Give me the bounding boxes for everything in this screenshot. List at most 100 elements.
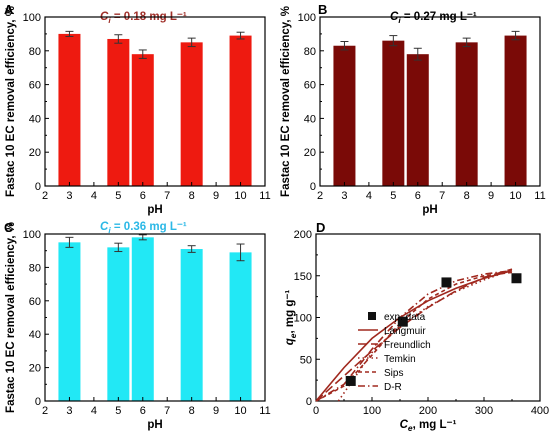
bar (382, 40, 405, 186)
x-tick-label: 10 (234, 190, 246, 202)
x-tick-label: 8 (189, 405, 195, 417)
x-tick-label: 0 (313, 405, 319, 417)
data-point (441, 277, 452, 288)
y-tick-label: 40 (29, 113, 41, 125)
y-tick-label: 80 (29, 46, 41, 58)
bar (229, 252, 252, 401)
x-tick-label: 5 (390, 190, 396, 202)
bar (180, 249, 203, 401)
x-tick-label: 2 (317, 190, 323, 202)
bar (58, 33, 81, 187)
panel-label: B (318, 2, 327, 17)
data-point (345, 375, 356, 386)
panel-c: C Ci = 0.36 mg L⁻¹ 2 3 4 5 6 7 8 9 10 11 0 20 40 60 80 10… (4, 220, 271, 431)
x-tick-label: 11 (259, 190, 270, 202)
x-tick-label: 4 (91, 190, 97, 202)
y-tick-label: 100 (294, 313, 312, 325)
legend-marker (368, 312, 376, 320)
y-tick-label: 50 (300, 354, 312, 366)
x-tick-label: 11 (259, 405, 270, 417)
x-tick-label: 6 (140, 405, 146, 417)
x-tick-label: 9 (488, 190, 494, 202)
fit-line-temkin (337, 269, 513, 402)
fit-line-langmuir (315, 269, 513, 402)
y-axis-label: Fastac 10 EC removal efficiency, % (5, 222, 17, 413)
bar (333, 45, 356, 187)
bar (504, 35, 527, 187)
x-tick-label: 7 (164, 190, 170, 202)
x-tick-label: 5 (115, 190, 121, 202)
data-point (397, 316, 408, 327)
panel-label: A (4, 2, 14, 17)
bar (229, 35, 252, 187)
x-tick-label: 10 (509, 190, 521, 202)
y-tick-label: 200 (294, 229, 312, 241)
y-tick-label: 60 (29, 296, 41, 308)
concentration-label: Ci = 0.27 mg L⁻¹ (390, 11, 477, 25)
x-tick-label: 8 (189, 190, 195, 202)
x-tick-label: 9 (213, 405, 219, 417)
x-tick-label: 7 (164, 405, 170, 417)
x-tick-label: 10 (234, 405, 246, 417)
axes-frame (315, 233, 541, 402)
panel-label: D (316, 220, 325, 235)
y-tick-label: 100 (23, 12, 41, 24)
fit-line-freundlich (315, 268, 513, 402)
y-tick-label: 40 (29, 329, 41, 341)
panel-a: A Ci = 0.18 mg L⁻¹ 2 3 4 5 6 7 8 9 10 11 0 20 40 60 80 10… (4, 2, 271, 216)
y-tick-label: 60 (29, 80, 41, 92)
panel-d: D 0 100 200 300 400 0 50 100 150 200 Ce, mg L⁻¹ qe, … (284, 220, 549, 433)
x-tick-label: 400 (531, 405, 549, 417)
bar (107, 38, 130, 186)
y-tick-label: 0 (35, 181, 41, 193)
y-axis-label: Fastac 10 EC removal efficiency, % (5, 6, 17, 197)
bar (131, 54, 154, 187)
x-tick-label: 11 (534, 190, 545, 202)
y-axis-label: Fastac 10 EC removal efficiency, % (280, 6, 292, 197)
y-tick-label: 20 (29, 147, 41, 159)
y-tick-label: 0 (306, 396, 312, 408)
x-tick-label: 100 (363, 405, 381, 417)
x-tick-label: 5 (115, 405, 121, 417)
x-tick-label: 9 (213, 190, 219, 202)
y-tick-label: 80 (29, 262, 41, 274)
bar (455, 42, 478, 186)
concentration-label: Ci = 0.36 mg L⁻¹ (100, 221, 187, 235)
y-tick-label: 20 (29, 363, 41, 375)
x-tick-label: 200 (419, 405, 437, 417)
x-tick-label: 3 (66, 405, 72, 417)
x-axis-label: pH (147, 204, 162, 216)
legend-label: Sips (384, 368, 403, 379)
x-tick-label: 8 (464, 190, 470, 202)
x-tick-label: 2 (42, 190, 48, 202)
legend-label: D-R (384, 382, 402, 393)
y-tick-label: 150 (294, 271, 312, 283)
x-tick-label: 3 (66, 190, 72, 202)
y-tick-label: 40 (304, 113, 316, 125)
x-axis-label: Ce, mg L⁻¹ (400, 419, 457, 433)
x-tick-label: 300 (475, 405, 493, 417)
bar (180, 42, 203, 186)
bar (406, 54, 429, 187)
panel-label: C (4, 220, 14, 235)
legend-label: Temkin (384, 354, 416, 365)
legend-label: exp. data (384, 312, 426, 323)
x-tick-label: 6 (415, 190, 421, 202)
data-point (511, 273, 522, 284)
concentration-label: Ci = 0.18 mg L⁻¹ (100, 11, 187, 25)
y-tick-label: 100 (23, 229, 41, 241)
x-tick-label: 6 (140, 190, 146, 202)
x-tick-label: 7 (439, 190, 445, 202)
x-axis-label: pH (147, 419, 162, 431)
x-tick-label: 2 (42, 405, 48, 417)
x-tick-label: 3 (341, 190, 347, 202)
y-axis-label: qe, mg g⁻¹ (284, 290, 298, 346)
bar (131, 237, 154, 401)
y-tick-label: 0 (310, 181, 316, 193)
legend-label: Langmuir (384, 326, 426, 337)
panel-b: B Ci = 0.27 mg L⁻¹ 2 3 4 5 6 7 8 9 10 11 0 20 40 60 80 10… (280, 2, 546, 216)
x-axis-label: pH (422, 204, 437, 216)
x-tick-label: 4 (366, 190, 372, 202)
x-tick-label: 4 (91, 405, 97, 417)
